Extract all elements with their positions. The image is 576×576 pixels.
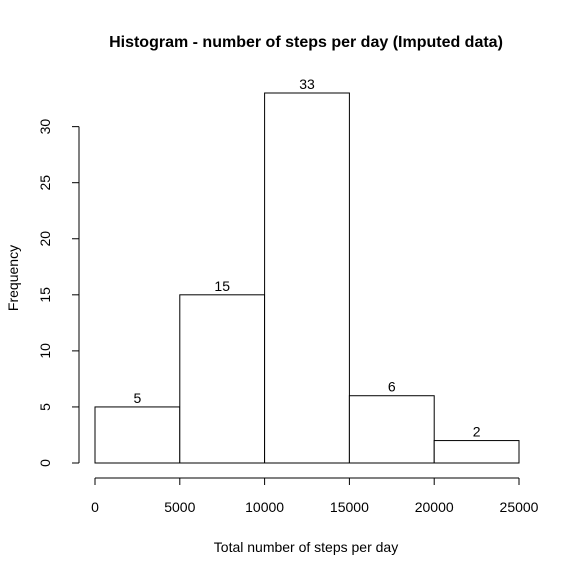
y-tick-label-6: 30 (37, 119, 53, 135)
bar-label-0: 5 (134, 390, 142, 406)
x-tick-label-5: 25000 (500, 499, 539, 515)
y-tick-label-3: 15 (37, 287, 53, 303)
x-axis: 0 5000 10000 15000 20000 25000 (91, 477, 539, 515)
bars-group (94, 92, 520, 464)
bar-label-1: 15 (214, 278, 230, 294)
bar-labels-group: 5 15 33 6 2 (134, 76, 481, 440)
y-axis-label: Frequency (5, 245, 21, 311)
bar-0 (94, 406, 181, 464)
x-tick-label-2: 10000 (245, 499, 284, 515)
y-tick-label-0: 0 (37, 459, 53, 467)
y-tick-label-5: 25 (37, 175, 53, 191)
bar-4 (433, 440, 520, 464)
chart-title: Histogram - number of steps per day (Imp… (109, 34, 503, 51)
bar-label-3: 6 (388, 379, 396, 395)
bar-label-2: 33 (299, 76, 315, 92)
x-axis-label: Total number of steps per day (214, 539, 398, 555)
bar-2 (264, 92, 350, 464)
x-tick-label-4: 20000 (415, 499, 454, 515)
x-tick-label-1: 5000 (164, 499, 195, 515)
bar-3 (348, 395, 435, 464)
y-axis: 0 5 10 15 20 25 30 (37, 119, 80, 467)
x-tick-label-3: 15000 (330, 499, 369, 515)
bar-label-4: 2 (473, 424, 481, 440)
x-tick-label-0: 0 (91, 499, 99, 515)
y-tick-label-2: 10 (37, 343, 53, 359)
y-tick-label-4: 20 (37, 231, 53, 247)
y-tick-label-1: 5 (37, 403, 53, 411)
bar-1 (179, 294, 266, 464)
